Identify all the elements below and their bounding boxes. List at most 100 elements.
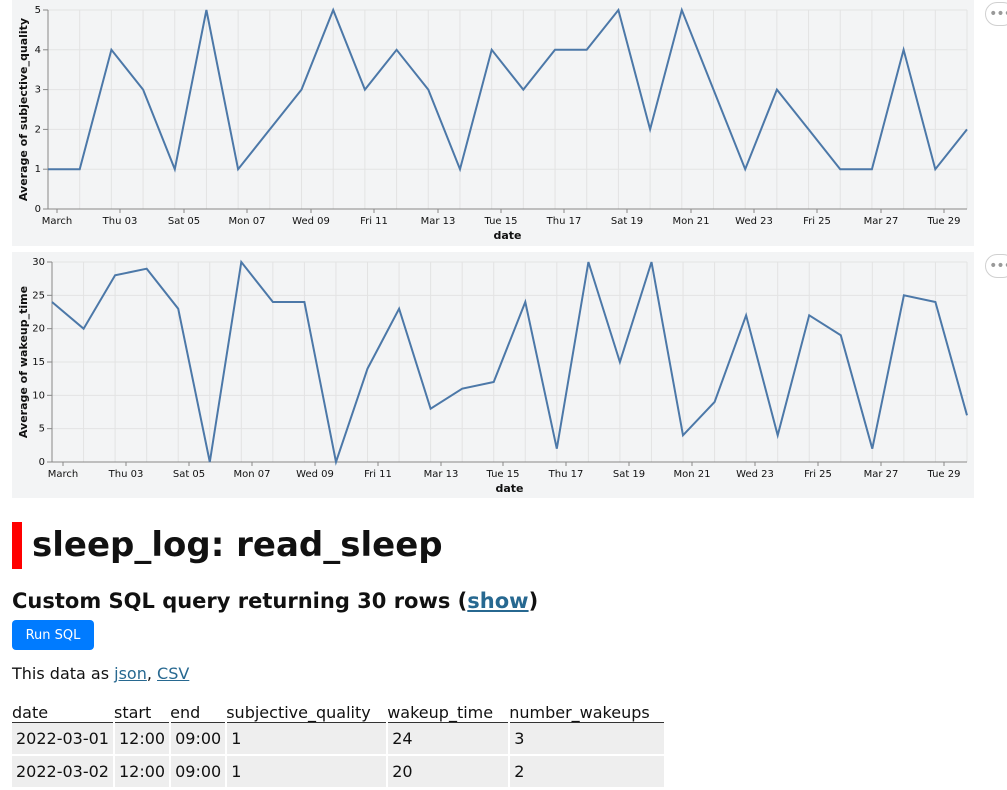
x-axis-title: date	[495, 482, 523, 495]
json-export-link[interactable]: json	[114, 664, 147, 683]
data-point	[458, 167, 462, 171]
export-separator: ,	[146, 664, 158, 683]
x-tick-label: Mar 13	[424, 469, 459, 480]
data-point	[176, 307, 180, 311]
x-tick-label: Thu 17	[546, 216, 582, 227]
y-tick-label: 2	[35, 124, 41, 135]
query-summary-text: Custom SQL query returning 30 rows (	[12, 589, 468, 613]
cell-date: 2022-03-02	[12, 755, 115, 789]
show-sql-link[interactable]: show	[467, 589, 529, 613]
data-point	[490, 48, 494, 52]
x-tick-label: Tue 15	[486, 469, 520, 480]
data-point	[302, 300, 306, 304]
y-axis-title: Average of subjective_quality	[17, 18, 30, 201]
data-point	[395, 48, 399, 52]
x-tick-label: Fri 11	[360, 216, 388, 227]
x-tick-label: Mar 27	[864, 469, 899, 480]
chart-actions-menu-button[interactable]: •••	[985, 254, 1007, 278]
data-point	[776, 433, 780, 437]
data-point	[366, 367, 370, 371]
y-tick-label: 30	[32, 257, 45, 268]
data-point	[521, 88, 525, 92]
run-sql-button[interactable]: Run SQL	[12, 620, 94, 650]
query-summary-close: )	[528, 589, 539, 613]
x-tick-label: Thu 17	[548, 469, 584, 480]
cell-end: 09:00	[170, 722, 228, 756]
data-point	[713, 400, 717, 404]
cell-wakeup-time: 24	[387, 722, 511, 756]
cell-wakeup-time: 20	[387, 755, 511, 789]
x-axis-title: date	[493, 229, 521, 242]
x-tick-label: Fri 25	[803, 216, 831, 227]
data-point	[46, 167, 50, 171]
wakeup-time-chart-svg: 0 5 10 15 20 25 30 March Thu 03 Sat 05 Mon 07 Wed 0…	[17, 257, 969, 495]
column-header-subjective-quality[interactable]: subjective_quality	[226, 698, 388, 723]
data-point	[331, 8, 335, 12]
y-tick-label: 4	[35, 45, 41, 56]
x-tick-label: Wed 09	[296, 469, 334, 480]
table-row: 2022-03-02 12:00 09:00 1 20 2	[12, 755, 667, 789]
data-point	[173, 167, 177, 171]
x-tick-label: Tue 15	[484, 216, 518, 227]
data-point	[268, 127, 272, 131]
page-title: sleep_log: read_sleep	[32, 525, 443, 565]
data-point	[460, 387, 464, 391]
wakeup-time-chart: 0 5 10 15 20 25 30 March Thu 03 Sat 05 Mon 07 Wed 0…	[12, 252, 974, 498]
data-point	[775, 88, 779, 92]
column-header-date[interactable]: date	[12, 698, 114, 723]
data-point	[902, 48, 906, 52]
cell-subjective-quality: 1	[226, 755, 389, 789]
data-point	[426, 88, 430, 92]
y-tick-label: 1	[35, 164, 41, 175]
data-point	[965, 413, 969, 417]
data-point	[649, 260, 653, 264]
x-tick-label: Tue 29	[927, 216, 961, 227]
cell-end: 09:00	[170, 755, 228, 789]
x-tick-label: Wed 09	[292, 216, 330, 227]
data-point	[839, 333, 843, 337]
column-header-number-wakeups[interactable]: number_wakeups	[509, 698, 666, 723]
y-tick-label: 5	[39, 424, 45, 435]
data-point	[141, 88, 145, 92]
data-point	[208, 460, 212, 464]
x-tick-label: Thu 03	[108, 469, 144, 480]
cell-subjective-quality: 1	[226, 722, 389, 756]
x-tick-label: Fri 25	[804, 469, 832, 480]
data-point	[78, 167, 82, 171]
column-header-end[interactable]: end	[170, 698, 227, 723]
data-point	[113, 273, 117, 277]
csv-export-link[interactable]: CSV	[157, 664, 190, 683]
data-point	[236, 167, 240, 171]
column-header-start[interactable]: start	[114, 698, 171, 723]
data-point	[271, 300, 275, 304]
series-line	[48, 6, 968, 173]
data-point	[204, 8, 208, 12]
data-point	[109, 48, 113, 52]
data-point	[838, 167, 842, 171]
data-point	[429, 407, 433, 411]
data-point	[711, 88, 715, 92]
x-tick-label: Fri 11	[364, 469, 392, 480]
table-header-row: date start end subjective_quality wakeup…	[12, 698, 666, 723]
data-point	[492, 380, 496, 384]
x-tick-label: Mon 21	[673, 216, 710, 227]
title-accent-bar	[12, 522, 22, 569]
export-label: This data as	[12, 664, 115, 683]
y-tick-label: 10	[32, 390, 45, 401]
y-tick-label: 20	[32, 324, 45, 335]
x-tick-label: Wed 23	[736, 469, 774, 480]
y-axis-title: Average of wakeup_time	[17, 286, 30, 438]
chart-actions-menu-button[interactable]: •••	[985, 2, 1007, 26]
y-tick-label: 3	[35, 85, 41, 96]
data-point	[681, 433, 685, 437]
data-point	[300, 88, 304, 92]
data-point	[50, 300, 54, 304]
data-point	[239, 260, 243, 264]
cell-start: 12:00	[114, 755, 172, 789]
data-point	[616, 8, 620, 12]
column-header-wakeup-time[interactable]: wakeup_time	[387, 698, 510, 723]
x-tick-label: Thu 03	[102, 216, 138, 227]
data-point	[553, 48, 557, 52]
results-table: date start end subjective_quality wakeup…	[12, 698, 667, 789]
table-row: 2022-03-01 12:00 09:00 1 24 3	[12, 722, 667, 756]
